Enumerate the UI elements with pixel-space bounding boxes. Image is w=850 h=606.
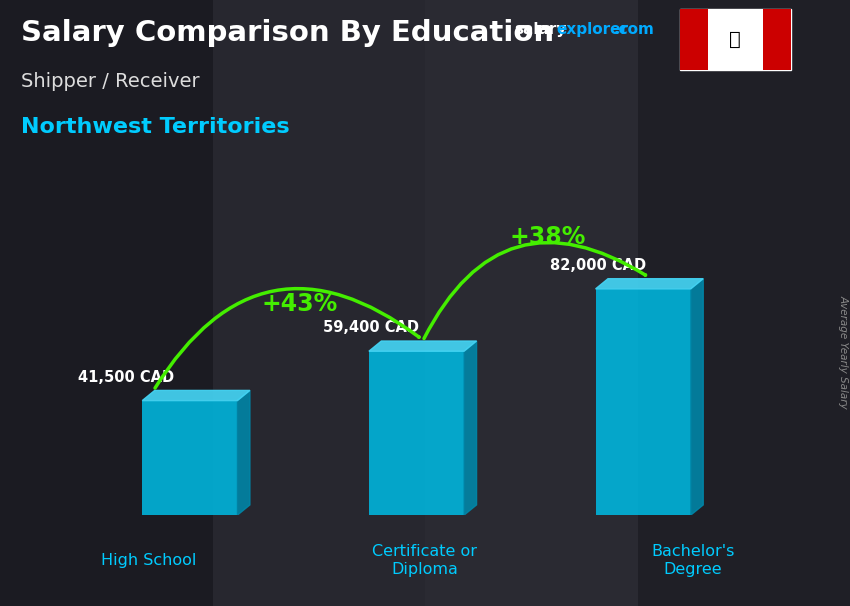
Text: explorer: explorer xyxy=(557,22,629,36)
Text: +43%: +43% xyxy=(261,291,337,316)
Polygon shape xyxy=(464,341,477,515)
Polygon shape xyxy=(369,341,477,351)
Bar xyxy=(142,401,237,515)
Bar xyxy=(680,9,707,70)
Bar xyxy=(0,0,212,606)
FancyBboxPatch shape xyxy=(680,9,790,70)
Polygon shape xyxy=(596,279,703,289)
Text: High School: High School xyxy=(101,553,196,568)
Bar xyxy=(369,351,464,515)
Text: 🍁: 🍁 xyxy=(729,30,741,49)
Bar xyxy=(763,9,791,70)
Text: Shipper / Receiver: Shipper / Receiver xyxy=(21,72,200,92)
Text: Salary Comparison By Education: Salary Comparison By Education xyxy=(21,19,554,47)
Bar xyxy=(638,0,850,606)
Polygon shape xyxy=(142,390,250,401)
Text: Certificate or
Diploma: Certificate or Diploma xyxy=(372,544,478,577)
Bar xyxy=(425,0,638,606)
Polygon shape xyxy=(691,279,703,515)
Text: .com: .com xyxy=(614,22,654,36)
Bar xyxy=(596,289,691,515)
Text: 41,500 CAD: 41,500 CAD xyxy=(78,370,174,385)
Text: Bachelor's
Degree: Bachelor's Degree xyxy=(651,544,734,577)
Text: Northwest Territories: Northwest Territories xyxy=(21,117,290,138)
Text: 59,400 CAD: 59,400 CAD xyxy=(323,321,419,335)
Text: +38%: +38% xyxy=(509,225,586,249)
Text: salary: salary xyxy=(514,22,567,36)
Text: Average Yearly Salary: Average Yearly Salary xyxy=(838,295,848,408)
Bar xyxy=(212,0,425,606)
FancyArrowPatch shape xyxy=(424,242,645,339)
Text: 82,000 CAD: 82,000 CAD xyxy=(550,258,646,273)
Polygon shape xyxy=(237,390,250,515)
FancyArrowPatch shape xyxy=(155,288,419,388)
